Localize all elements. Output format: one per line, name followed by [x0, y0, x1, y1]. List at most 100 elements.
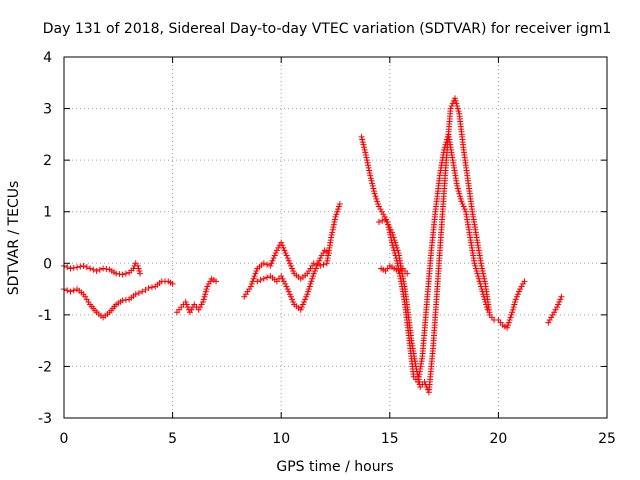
data-point: [93, 268, 100, 275]
data-point: [297, 306, 304, 313]
data-point-interp: [290, 298, 297, 305]
data-point-interp: [275, 244, 282, 251]
data-point-interp: [142, 286, 149, 293]
data-point-interp: [454, 105, 461, 112]
data-point-interp: [369, 182, 376, 189]
data-point-interp: [329, 229, 336, 236]
data-point-interp: [116, 271, 123, 278]
data-point: [137, 270, 144, 277]
y-tick-label: 0: [43, 256, 52, 272]
data-point-interp: [361, 144, 368, 151]
data-point-interp: [188, 306, 195, 313]
data-point-interp: [248, 280, 255, 287]
data-point-interp: [361, 146, 368, 153]
data-point-interp: [64, 264, 71, 271]
data-point-interp: [389, 231, 396, 238]
x-tick-label: 5: [168, 431, 177, 447]
data-point: [367, 172, 374, 179]
data-point-interp: [455, 188, 462, 195]
data-point: [186, 309, 193, 316]
plot-frame: [63, 56, 608, 419]
data-point: [388, 229, 395, 236]
series-arc-1: [61, 260, 144, 278]
data-point-interp: [320, 249, 327, 256]
data-point-interp: [512, 298, 519, 305]
y-tick-label: 3: [43, 102, 52, 118]
y-tick-label: 4: [43, 50, 52, 66]
data-point-interp: [387, 226, 394, 233]
data-point: [404, 270, 411, 277]
data-point-interp: [415, 373, 422, 380]
y-tick-label: -2: [38, 359, 52, 375]
data-point: [336, 200, 343, 207]
data-point-interp: [509, 306, 516, 313]
data-point-interp: [279, 242, 286, 249]
data-point-interp: [377, 206, 384, 213]
data-point-interp: [366, 170, 373, 177]
series-arc-9: [545, 293, 565, 326]
data-point-interp: [479, 265, 486, 272]
data-point: [119, 271, 126, 278]
data-point: [213, 278, 220, 285]
data-point: [512, 296, 519, 303]
data-points: [61, 95, 565, 396]
data-point-interp: [312, 265, 319, 272]
data-point-interp: [299, 301, 306, 308]
data-point-interp: [456, 190, 463, 197]
data-point-interp: [413, 366, 420, 373]
data-point-interp: [461, 206, 468, 213]
data-point: [278, 239, 285, 246]
data-point: [447, 105, 454, 112]
data-point-interp: [305, 288, 312, 295]
data-point-interp: [286, 260, 293, 267]
data-point-interp: [269, 257, 276, 264]
data-point-interp: [136, 268, 143, 275]
data-point-interp: [391, 237, 398, 244]
data-point: [284, 255, 291, 262]
data-point-interp: [330, 224, 337, 231]
data-point: [508, 311, 515, 318]
data-point-interp: [302, 296, 309, 303]
data-point-interp: [454, 185, 461, 192]
data-point-interp: [457, 195, 464, 202]
data-point-interp: [285, 288, 292, 295]
data-point-interp: [513, 293, 520, 300]
data-point-interp: [252, 270, 259, 277]
data-point-interp: [331, 216, 338, 223]
data-point-interp: [205, 280, 212, 287]
y-tick-label: 2: [43, 153, 52, 169]
data-point-interp: [552, 306, 559, 313]
data-point: [471, 260, 478, 267]
data-point-interp: [475, 273, 482, 280]
data-point-interp: [287, 293, 294, 300]
data-point-interp: [474, 270, 481, 277]
tick-labels: 0 5 10 15 20 25 -3 -2 -1 0 1 2 3 4: [38, 50, 616, 447]
data-point-interp: [283, 252, 290, 259]
data-point-interp: [379, 217, 386, 224]
data-point-interp: [282, 249, 289, 256]
data-point-interp: [413, 368, 420, 375]
data-point-interp: [455, 108, 462, 115]
data-point-interp: [481, 278, 488, 285]
data-point-interp: [96, 266, 103, 273]
data-point-interp: [472, 265, 479, 272]
data-point-interp: [520, 280, 527, 287]
data-point: [134, 262, 141, 269]
data-point: [195, 306, 202, 313]
data-point: [267, 262, 274, 269]
data-point-interp: [363, 157, 370, 164]
data-point: [74, 264, 81, 271]
data-point-interp: [318, 252, 325, 259]
data-point-interp: [316, 257, 323, 264]
data-point-interp: [250, 275, 257, 282]
data-point-interp: [287, 262, 294, 269]
data-point-interp: [478, 262, 485, 269]
chart-title: Day 131 of 2018, Sidereal Day-to-day VTE…: [43, 21, 612, 37]
data-point-interp: [518, 283, 525, 290]
data-point: [504, 324, 511, 331]
data-point-interp: [416, 378, 423, 385]
data-point-interp: [386, 224, 393, 231]
data-point-interp: [290, 268, 297, 275]
data-point-interp: [282, 280, 289, 287]
